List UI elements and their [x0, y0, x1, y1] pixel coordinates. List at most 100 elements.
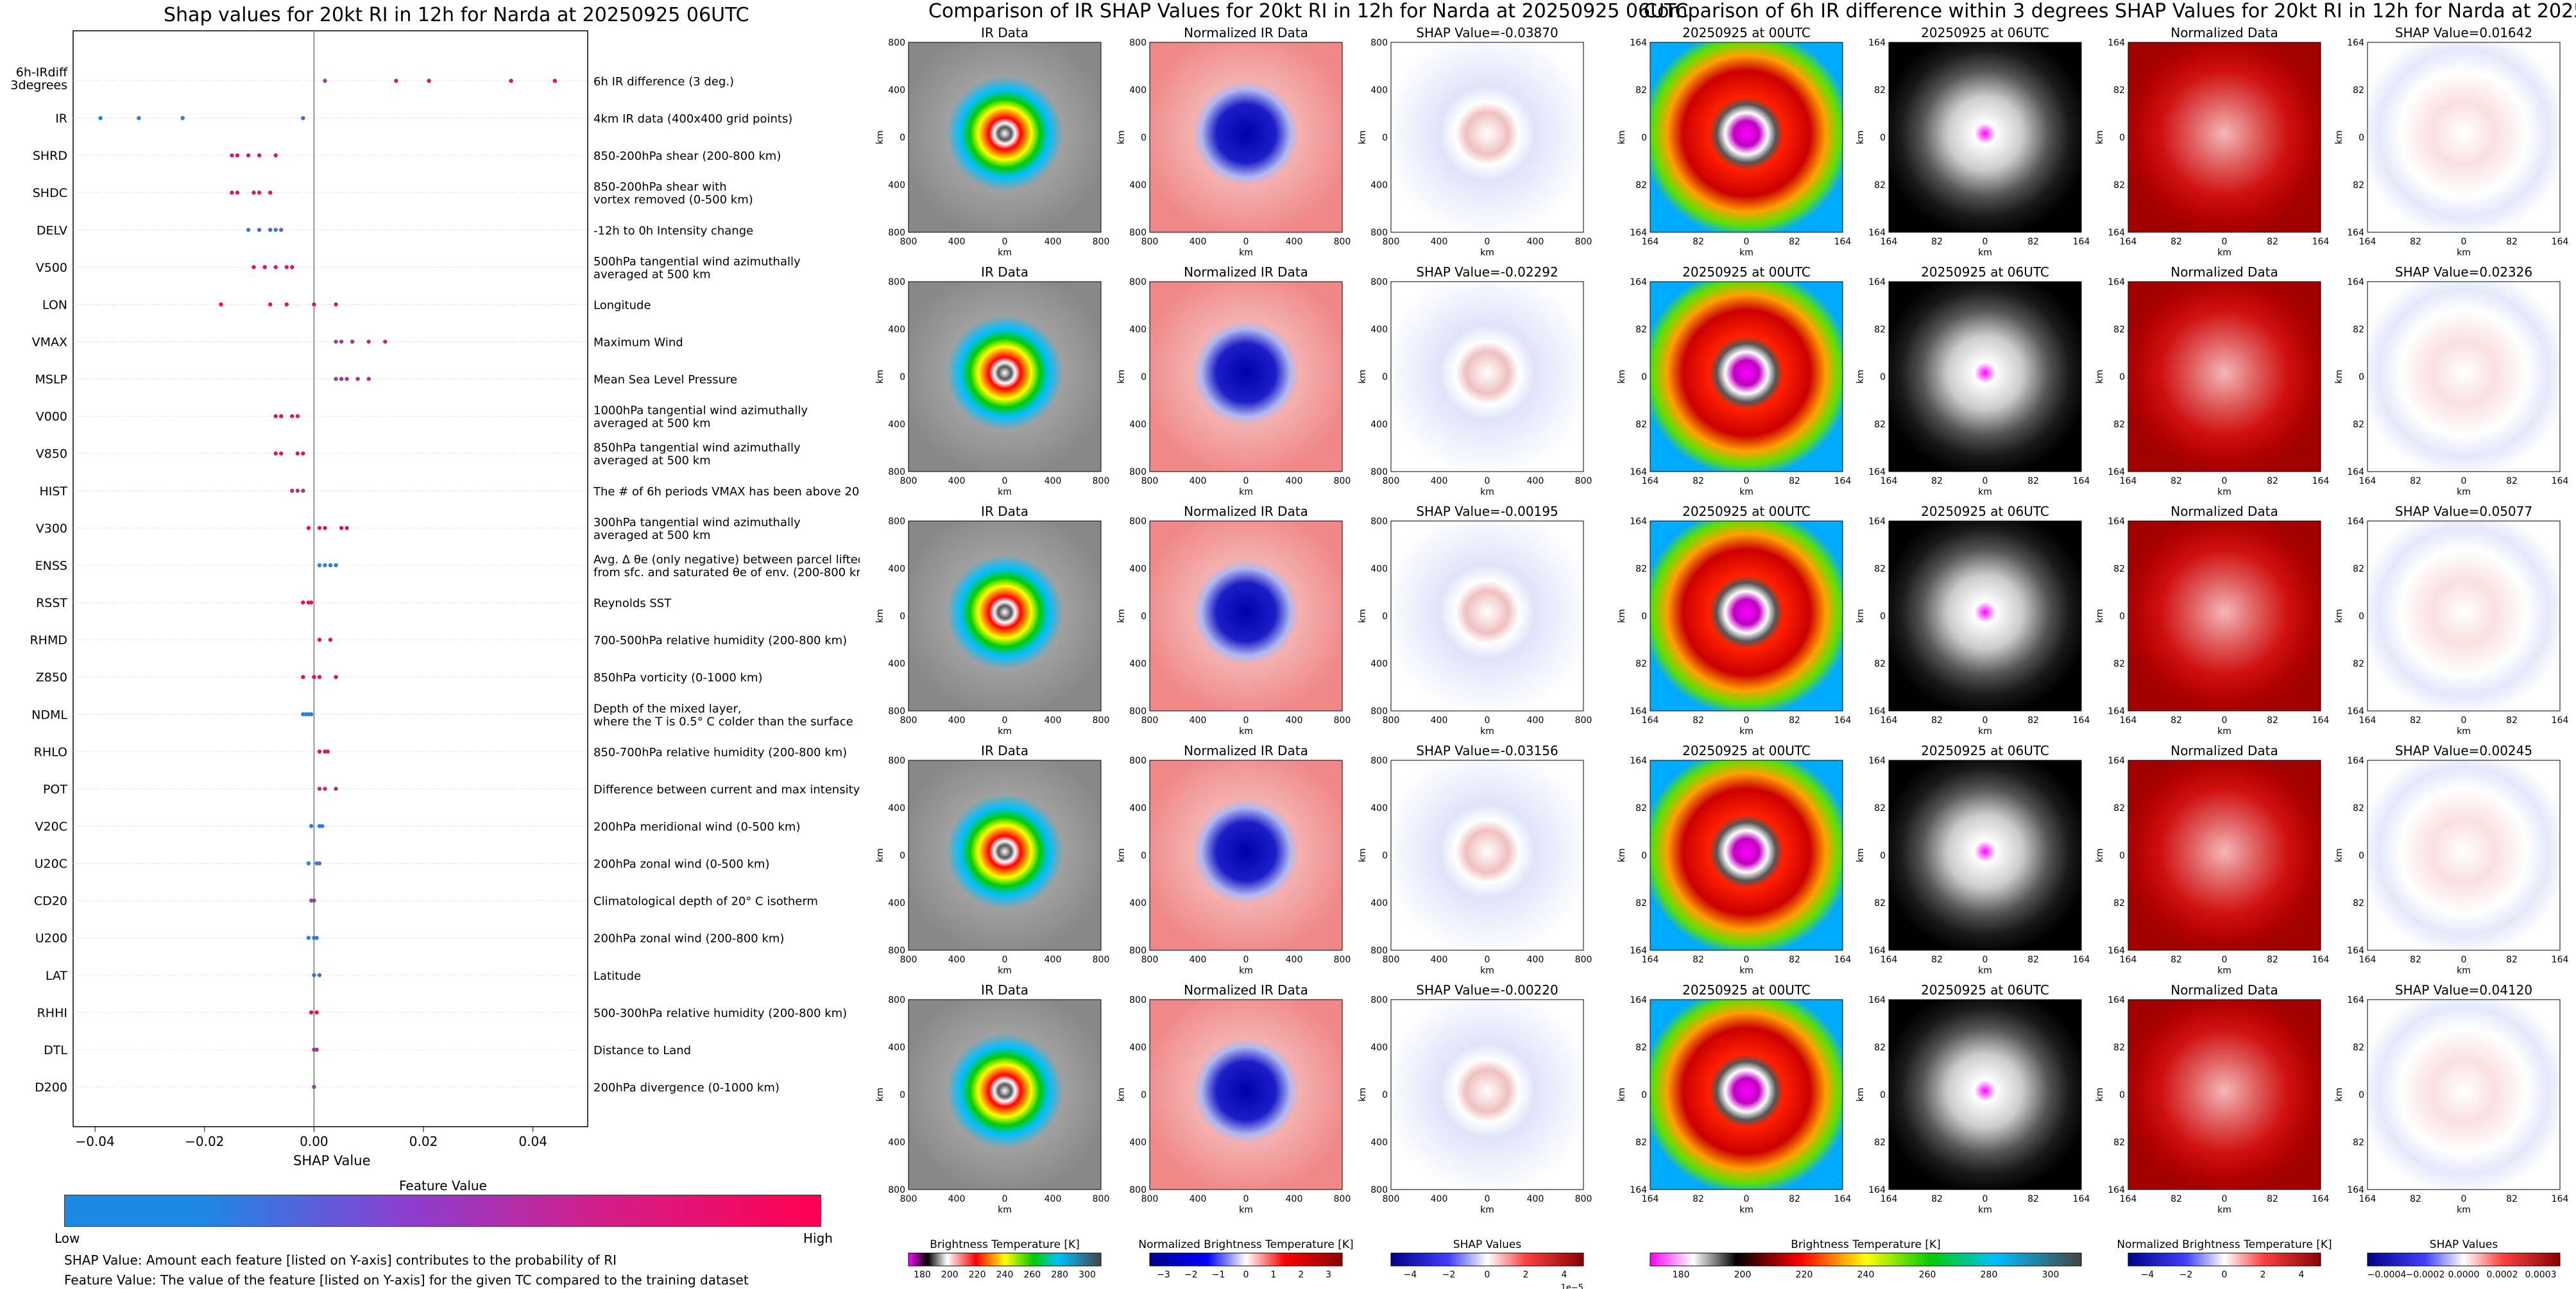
image-panel: [1149, 42, 1343, 233]
x-tick-label: 800: [1383, 1194, 1400, 1204]
x-axis-label: km: [1480, 966, 1494, 976]
y-axis-label: km: [875, 130, 885, 144]
colorbar-tick-label: 220: [969, 1270, 986, 1280]
image-panel: [908, 999, 1102, 1190]
y-tick-label: 82: [1874, 325, 1886, 335]
image-panel: [1888, 42, 2082, 233]
y-axis-label: km: [2095, 370, 2105, 384]
x-tick-label: 164: [2312, 955, 2330, 965]
shap-point: [284, 265, 289, 269]
x-tick-label: 82: [2171, 1194, 2182, 1204]
image-panel: [1888, 999, 2082, 1190]
x-tick-label: 400: [1527, 237, 1544, 247]
x-tick-label: 400: [1431, 955, 1448, 965]
x-tick-label: 800: [1093, 476, 1110, 486]
feature-code-label: D200: [35, 1080, 67, 1095]
colorbar-tick-label: 4: [2299, 1270, 2305, 1280]
x-axis-label: km: [1978, 966, 1992, 976]
colorbar-tick-label: 260: [1919, 1270, 1936, 1280]
x-tick-label: 400: [1045, 237, 1062, 247]
shap-point: [312, 973, 316, 977]
x-tick-label: 0: [1983, 715, 1988, 726]
y-tick-label: 800: [1129, 706, 1147, 717]
y-tick-label: 800: [1129, 946, 1147, 956]
shap-point: [295, 488, 300, 493]
panel-title: IR Data: [981, 982, 1028, 998]
x-tick-label: 400: [1190, 955, 1207, 965]
y-tick-label: 400: [1370, 564, 1388, 574]
panel-title: 20250925 at 06UTC: [1921, 982, 2049, 998]
y-tick-label: 400: [1370, 1043, 1388, 1053]
x-tick-label: 800: [900, 715, 917, 726]
x-tick-label: 0: [1243, 1194, 1249, 1204]
y-tick-label: 0: [1880, 1090, 1886, 1100]
y-tick-label: 400: [1370, 898, 1388, 909]
colorbar-tick-label: 0.0003: [2525, 1270, 2557, 1280]
x-tick-label: 82: [1931, 715, 1943, 726]
x-tick-label: 164: [1642, 955, 1659, 965]
feature-code-label: SHRD: [33, 149, 67, 163]
panel-title: IR Data: [981, 264, 1028, 280]
y-tick-label: 82: [2113, 180, 2125, 191]
shap-value-title: SHAP Value=-0.02292: [1416, 264, 1558, 280]
y-tick-label: 0: [1641, 611, 1647, 622]
x-tick-label: 400: [1286, 715, 1303, 726]
y-tick-label: 164: [2108, 516, 2125, 527]
y-axis-label: km: [1617, 1088, 1627, 1102]
y-axis-label: km: [1116, 1088, 1127, 1102]
feature-description-label: 500-300hPa relative humidity (200-800 km…: [593, 1007, 847, 1020]
shap-point: [290, 265, 294, 269]
colorbar-label: Normalized Brightness Temperature [K]: [1138, 1238, 1353, 1251]
right-group-title: Comparison of 6h IR difference within 3 …: [1644, 0, 2576, 22]
y-tick-label: 0: [900, 851, 905, 861]
colorbar-tick-label: 300: [1079, 1270, 1096, 1280]
y-tick-label: 800: [888, 228, 905, 238]
y-tick-label: 0: [1382, 372, 1388, 382]
x-tick-label: 0: [1243, 476, 1249, 486]
x-tick-label: 0: [2222, 955, 2228, 965]
y-tick-label: 400: [888, 420, 905, 430]
x-tick-label: 164: [2359, 955, 2376, 965]
x-tick-label: 400: [1045, 476, 1062, 486]
y-tick-label: 82: [2113, 1138, 2125, 1148]
x-tick-label: 400: [1527, 1194, 1544, 1204]
shap-value-title: SHAP Value=-0.00220: [1416, 982, 1558, 998]
shap-point: [246, 153, 251, 158]
y-tick-label: 400: [888, 180, 905, 191]
x-tick-label: 0: [2222, 237, 2228, 247]
shap-point: [235, 153, 240, 158]
x-tick-label: 800: [1575, 715, 1592, 726]
feature-value-colorbar: [64, 1195, 821, 1227]
x-tick-label: 800: [1334, 476, 1351, 486]
y-axis-label: km: [1617, 609, 1627, 623]
y-tick-label: 82: [2113, 325, 2125, 335]
x-tick-label: 800: [1141, 1194, 1159, 1204]
y-tick-label: 82: [1635, 898, 1647, 909]
x-axis-label: km: [2457, 966, 2471, 976]
panel-title: IR Data: [981, 743, 1028, 758]
colorbar-tick-label: 0: [1485, 1270, 1490, 1280]
feature-description-label: Difference between current and max inten…: [593, 783, 860, 796]
x-tick-label: 0: [1485, 476, 1490, 486]
x-axis-label: km: [1739, 1205, 1753, 1215]
x-tick-label: 800: [1334, 1194, 1351, 1204]
shap-point: [306, 935, 311, 940]
y-tick-label: 164: [1868, 995, 1886, 1005]
y-tick-label: 164: [2347, 38, 2364, 48]
x-tick-label: 0: [1002, 237, 1008, 247]
x-tick-label: 164: [1834, 715, 1852, 726]
colorbar-tick-label: 1: [1270, 1270, 1276, 1280]
feature-code-label: 3degrees: [10, 78, 67, 92]
shap-value-title: SHAP Value=0.04120: [2395, 982, 2532, 998]
y-tick-label: 164: [1630, 277, 1647, 287]
y-tick-label: 800: [888, 1185, 905, 1195]
y-tick-label: 800: [1129, 516, 1147, 527]
y-axis-label: km: [2095, 1088, 2105, 1102]
x-tick-label: 82: [2506, 1194, 2518, 1204]
y-tick-label: 164: [1630, 228, 1647, 238]
x-tick-label: 800: [1383, 237, 1400, 247]
feature-code-label: V850: [36, 447, 67, 461]
y-tick-label: 82: [1874, 420, 1886, 430]
image-panel: [2128, 760, 2321, 951]
shap-point: [230, 191, 234, 195]
